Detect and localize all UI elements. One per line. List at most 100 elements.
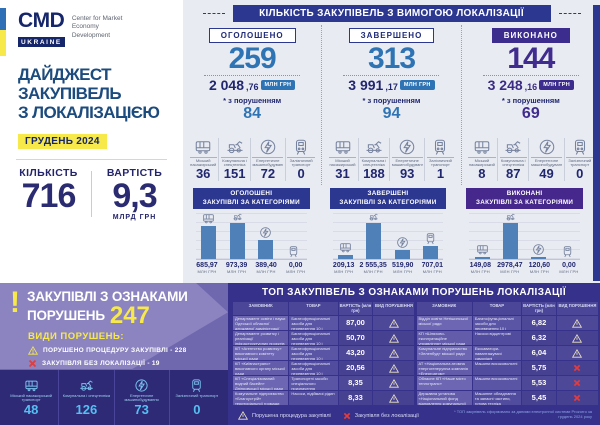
cell-customer: КП «Спеціалізований водний басейн» Дніпр… xyxy=(233,376,289,390)
category-rail-transport: Залізничний транспорт 0 xyxy=(168,370,224,425)
category-special-machinery: Комунальна і спецтехніка 126 xyxy=(58,370,113,425)
violation-kind-icon xyxy=(373,346,415,360)
cell-product: Багатофункціональні засоби для перевезен… xyxy=(289,331,338,345)
violations-table-right: ЗАМОВНИК ТОВАР ВАРТІСТЬ (млн грн) ВИД ПО… xyxy=(416,302,598,405)
cell-product: Багатофункціональні засоби для перевезен… xyxy=(472,316,522,330)
cell-customer: Департамент розвитку і реалізації інфрас… xyxy=(233,331,289,345)
violations-table-left: ЗАМОВНИК ТОВАР ВАРТІСТЬ (млн грн) ВИД ПО… xyxy=(233,302,415,405)
category-city-transport: Міський пасажирський транспорт 48 xyxy=(4,370,58,425)
amount-int: 3 991 xyxy=(348,76,384,93)
bar-chart xyxy=(469,212,580,260)
cell-product: Багатофункціональні засоби для перевезен… xyxy=(289,316,338,330)
energy-icon xyxy=(260,139,276,154)
cell-customer: КП «Агентство розвитку» виконавчого комі… xyxy=(233,346,289,360)
top-violations-section: ТОП ЗАКУПІВЕЛЬ З ОЗНАКАМИ ПОРУШЕНЬ ЛОКАЛ… xyxy=(228,283,600,425)
bar xyxy=(337,255,353,259)
category-special-machinery: Комунальна і спецтехніка 151 xyxy=(218,137,249,181)
violation-kind-icon xyxy=(373,391,415,405)
train-icon xyxy=(192,378,202,392)
cell-product: Насоси, підіймачі рідин xyxy=(289,391,338,405)
cell-value: 87,00 xyxy=(338,316,373,330)
violation-kind-icon xyxy=(556,376,598,390)
cell-customer: Комунальне підприємство «Зеленбуд» міськ… xyxy=(416,346,472,360)
totals: КІЛЬКІСТЬ 716 ВАРТІСТЬ 9,3 МЛРД ГРН xyxy=(0,167,183,222)
legend-no-localization: Закупівля без локалізації xyxy=(343,412,419,420)
violation-kind-icon xyxy=(556,346,598,360)
amount: 3 991,17 МЛН ГРН xyxy=(322,77,460,93)
count-value: 259 xyxy=(228,42,277,75)
chart-title: ВИКОНАНІ ЗАКУПІВЛІ ЗА КАТЕГОРІЯМИ xyxy=(466,188,583,209)
total-cost: ВАРТІСТЬ 9,3 МЛРД ГРН xyxy=(94,167,175,222)
category-energy-machinery: Енергетичне машинобудування 49 xyxy=(528,137,563,181)
violation-note: * з порушенням xyxy=(223,95,282,105)
amount-dec: ,16 xyxy=(524,81,538,92)
violation-count: 84 xyxy=(243,104,262,122)
energy-icon xyxy=(396,236,408,248)
train-icon xyxy=(290,246,298,258)
violations-title-line1: ЗАКУПІВЛІ З ОЗНАКАМИ xyxy=(27,289,188,304)
total-cost-label: ВАРТІСТЬ xyxy=(106,166,163,179)
total-cost-value: 9,3 xyxy=(112,176,157,215)
truck-icon xyxy=(369,213,378,221)
category-energy-machinery: Енергетичне машинобудування 93 xyxy=(389,137,424,181)
category-special-machinery: Комунальна і спецтехніка 87 xyxy=(497,137,528,181)
cell-value: 43,20 xyxy=(338,346,373,360)
energy-icon xyxy=(399,139,415,154)
violations-section: ! ЗАКУПІВЛІ З ОЗНАКАМИ ПОРУШЕНЬ 247 ВИДИ… xyxy=(0,283,228,425)
bus-icon xyxy=(335,140,350,154)
accent-stripe-blue xyxy=(0,8,6,30)
top-violations-title: ТОП ЗАКУПІВЕЛЬ З ОЗНАКАМИ ПОРУШЕНЬ ЛОКАЛ… xyxy=(261,287,567,298)
chart-announced: ОГОЛОШЕНІ ЗАКУПІВЛІ ЗА КАТЕГОРІЯМИ 685,97… xyxy=(183,185,320,283)
count-value: 313 xyxy=(367,42,416,75)
bar-values: 685,97 МЛН ГРН 973,39 МЛН ГРН 389,40 МЛН ГР… xyxy=(196,262,306,274)
category-rail-transport: Залізничний транспорт 0 xyxy=(563,137,595,181)
status-badge: ВИКОНАНО xyxy=(491,28,570,43)
unit-badge: МЛН ГРН xyxy=(260,79,296,90)
warning-triangle-icon xyxy=(238,411,248,420)
accent-stripe-yellow xyxy=(0,30,6,56)
cell-customer: Комунальне підприємство «Благоустрій» те… xyxy=(233,391,289,405)
violations-category-counts: Міський пасажирський транспорт 48 Комуна… xyxy=(0,370,228,425)
truck-icon xyxy=(227,140,243,153)
accent-stripe-navy xyxy=(593,5,600,281)
status-badge: ЗАВЕРШЕНО xyxy=(348,28,435,43)
violation-kind-icon xyxy=(373,376,415,390)
category-city-transport: Міський пасажирський транспорт 36 xyxy=(188,138,218,181)
cell-product: Багатофункціональні засоби для перевезен… xyxy=(289,361,338,375)
truck-icon xyxy=(505,140,521,153)
violation-count: 69 xyxy=(521,104,540,122)
cell-product: Екскаватори-навантажувачі самохідні xyxy=(472,346,522,360)
truck-icon xyxy=(506,213,515,221)
cell-value: 6,32 xyxy=(522,331,556,345)
bar-chart xyxy=(332,212,444,260)
violation-kind-icon xyxy=(556,331,598,345)
bar-values: 209,13 МЛН ГРН 2 555,35 МЛН ГРН 519,90 МЛН … xyxy=(332,262,443,274)
warning-triangle-icon xyxy=(28,346,38,355)
truck-icon xyxy=(80,380,93,391)
bus-icon xyxy=(203,214,215,224)
violation-kind-icon xyxy=(556,361,598,375)
cell-customer: Відділ освіти Нетішинської міської ради xyxy=(416,316,472,330)
bar xyxy=(474,256,490,259)
section-title: КІЛЬКІСТЬ ЗАКУПІВЕЛЬ З ВИМОГОЮ ЛОКАЛІЗАЦ… xyxy=(202,5,581,22)
category-charts: ОГОЛОШЕНІ ЗАКУПІВЛІ ЗА КАТЕГОРІЯМИ 685,97… xyxy=(183,185,593,283)
logo-ukraine-text: UKRAINE xyxy=(18,37,65,48)
bus-icon xyxy=(340,243,351,253)
violation-note: * з порушенням xyxy=(501,95,560,105)
chart-title: ЗАВЕРШЕНІ ЗАКУПІВЛІ ЗА КАТЕГОРІЯМИ xyxy=(329,188,447,209)
violation-kind-icon xyxy=(373,316,415,330)
cell-product: Транспортні засоби спеціального призначе… xyxy=(289,376,338,390)
sidebar: CMD UKRAINE Center for Market Economy De… xyxy=(0,0,183,283)
exclamation-icon: ! xyxy=(10,286,20,319)
violation-kind-no-localization: ЗАКУПІВЛЯ БЕЗ ЛОКАЛІЗАЦІЇ - 19 xyxy=(28,359,228,368)
status-badge: ОГОЛОШЕНО xyxy=(208,28,296,43)
cell-value: 20,56 xyxy=(338,361,373,375)
divider xyxy=(343,74,440,76)
unit-badge: МЛН ГРН xyxy=(399,79,435,90)
cell-product: Багатофункціональні засоби для перевезен… xyxy=(289,346,338,360)
cell-product: Машини високовольтні xyxy=(472,361,522,375)
status-column-executed: ВИКОНАНО 144 3 248,16 МЛН ГРН * з поруше… xyxy=(462,25,600,185)
violation-kind-icon xyxy=(556,316,598,330)
category-city-transport: Міський пасажирський транспорт 31 xyxy=(327,138,357,181)
status-column-completed: ЗАВЕРШЕНО 313 3 991,17 МЛН ГРН * з поруш… xyxy=(322,25,462,185)
